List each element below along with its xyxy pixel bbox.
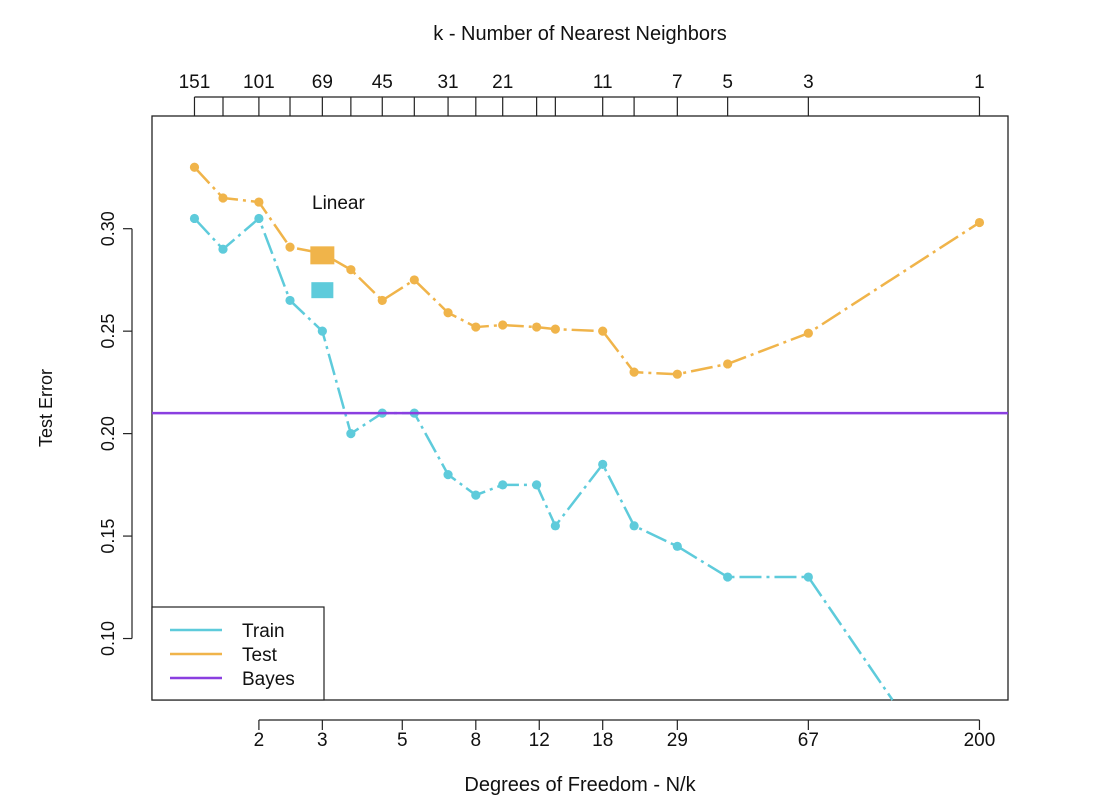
train-point-3 — [285, 295, 295, 306]
legend-bayes-label: Bayes — [242, 669, 295, 690]
train-point-5 — [346, 429, 356, 439]
linear-train-marker — [311, 282, 334, 299]
test-point-6 — [377, 295, 387, 306]
top-tick-label-45: 45 — [372, 72, 393, 93]
train-point-1 — [218, 244, 228, 254]
train-point-16 — [723, 572, 733, 582]
linear-markers: Linear — [310, 193, 365, 299]
train-point-11 — [532, 480, 542, 490]
y-tick-label-0.20: 0.20 — [98, 416, 118, 451]
bottom-tick-label-18: 18 — [592, 730, 613, 751]
test-point-15 — [672, 369, 682, 379]
top-tick-label-1: 1 — [974, 72, 985, 93]
y-axis: 0.10 0.15 0.20 0.25 0.30 — [98, 211, 133, 656]
bottom-tick-label-29: 29 — [667, 730, 688, 751]
linear-label: Linear — [312, 193, 365, 214]
top-axis-title: k - Number of Nearest Neighbors — [433, 23, 726, 45]
top-tick-label-31: 31 — [437, 72, 458, 93]
test-point-9 — [471, 322, 481, 332]
legend-test-label: Test — [242, 645, 278, 666]
test-point-8 — [443, 308, 453, 318]
top-tick-label-69: 69 — [312, 72, 333, 93]
train-point-14 — [629, 521, 639, 531]
test-point-12 — [550, 324, 560, 334]
top-tick-label-151: 151 — [179, 72, 211, 93]
train-point-9 — [471, 490, 481, 500]
test-point-14 — [629, 367, 639, 377]
test-point-13 — [598, 326, 608, 336]
bottom-axis: 2 3 5 8 12 18 29 67 200 — [254, 719, 996, 751]
bottom-tick-label-12: 12 — [529, 730, 550, 751]
bottom-tick-label-8: 8 — [471, 730, 482, 751]
train-point-2 — [254, 213, 264, 224]
y-tick-label-0.10: 0.10 — [98, 621, 118, 656]
y-axis-title: Test Error — [36, 369, 56, 447]
plot-frame — [151, 115, 1009, 701]
train-point-4 — [317, 326, 327, 336]
train-point-0 — [189, 213, 200, 224]
test-point-2 — [254, 197, 264, 207]
top-tick-label-101: 101 — [243, 72, 275, 93]
bottom-tick-label-67: 67 — [798, 730, 819, 751]
x-axis-title: Degrees of Freedom - N/k — [464, 774, 696, 796]
test-point-7 — [409, 275, 419, 285]
test-point-0 — [189, 162, 200, 172]
y-tick-label-0.25: 0.25 — [98, 314, 118, 349]
train-point-15 — [672, 541, 682, 551]
bottom-tick-label-5: 5 — [397, 730, 408, 751]
y-tick-label-0.15: 0.15 — [98, 519, 118, 554]
top-tick-label-7: 7 — [672, 72, 683, 93]
test-point-17 — [803, 328, 813, 338]
linear-test-marker — [310, 246, 335, 265]
y-tick-label-0.30: 0.30 — [98, 211, 118, 246]
bottom-tick-label-2: 2 — [254, 730, 265, 751]
legend-train-label: Train — [242, 621, 285, 642]
top-tick-label-11: 11 — [593, 72, 613, 93]
top-axis: 151 101 69 45 31 21 11 7 5 3 1 — [179, 72, 985, 116]
test-point-10 — [498, 320, 508, 330]
bottom-tick-label-3: 3 — [317, 730, 328, 751]
test-point-3 — [285, 242, 295, 252]
series-layer — [152, 162, 1008, 701]
train-point-8 — [443, 469, 453, 480]
test-point-5 — [346, 265, 356, 275]
top-tick-label-5: 5 — [722, 72, 733, 93]
test-point-16 — [723, 359, 733, 369]
top-tick-label-21: 21 — [492, 72, 513, 93]
test-point-18 — [974, 217, 985, 228]
top-tick-label-3: 3 — [803, 72, 814, 93]
train-point-17 — [803, 572, 813, 582]
test-point-11 — [532, 322, 542, 332]
train-point-12 — [550, 521, 560, 531]
legend: Train Test Bayes — [151, 606, 325, 701]
bottom-tick-label-200: 200 — [964, 730, 996, 751]
train-point-10 — [498, 480, 508, 490]
train-point-13 — [598, 459, 608, 469]
test-point-1 — [218, 193, 228, 203]
